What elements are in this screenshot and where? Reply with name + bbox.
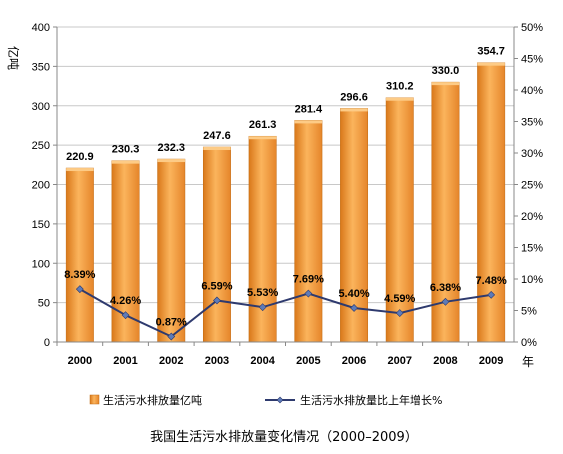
legend-line-label: 生活污水排放量比上年增长% <box>300 393 442 407</box>
x-tick-label: 2003 <box>205 355 229 367</box>
line-value-label: 5.40% <box>338 288 369 300</box>
y-left-tick-label: 150 <box>32 219 50 231</box>
x-axis-unit: 年 <box>522 355 534 369</box>
bar <box>202 146 231 343</box>
bar-value-label: 261.3 <box>249 119 277 131</box>
bar <box>248 135 277 343</box>
line-value-label: 6.59% <box>201 280 232 292</box>
line-value-label: 0.87% <box>156 317 187 329</box>
x-tick-label: 2000 <box>68 355 92 367</box>
x-tick-label: 2007 <box>388 355 412 367</box>
line-point <box>304 289 313 298</box>
bar-series: 220.9 230.3 232.3 247.6 261.3 281.4 296.6 310.2… <box>65 46 506 343</box>
y-left-axis-label: 亿吨 <box>6 46 21 70</box>
x-tick-label: 2009 <box>479 355 503 367</box>
growth-line <box>79 288 492 338</box>
y-left-tick-label: 0 <box>44 337 50 349</box>
line-series: 8.39% 4.26% 0.87% 6.59% 5.53% 7.69% 5.40% 4.59%… <box>64 269 507 341</box>
legend-item-line: 生活污水排放量比上年增长% <box>265 393 442 407</box>
y-left-tick-label: 100 <box>32 258 50 270</box>
bar-value-label: 296.6 <box>340 91 368 103</box>
bar-top-highlight <box>248 136 277 140</box>
bar <box>340 108 369 343</box>
legend: 生活污水排放量亿吨 生活污水排放量比上年增长% <box>89 393 442 407</box>
line-point <box>258 303 267 312</box>
bar-top-highlight <box>157 159 185 163</box>
bar-top-highlight <box>294 120 323 124</box>
line-value-label: 7.48% <box>476 275 507 287</box>
axes: 0 50 100 150 200 250 300 350 400 0% 5% 10% 15% 20% 25%… <box>32 22 544 367</box>
y-right-tick-label: 40% <box>521 85 543 97</box>
line-point <box>167 332 176 341</box>
line-point <box>487 290 496 299</box>
x-tick-label: 2004 <box>250 355 275 367</box>
bar <box>477 62 506 343</box>
bar-value-label: 247.6 <box>203 130 231 142</box>
y-right-tick-label: 35% <box>521 117 543 129</box>
y-left-tick-label: 200 <box>32 180 50 192</box>
bar-top-highlight <box>477 62 505 66</box>
y-right-tick-label: 0% <box>521 337 537 349</box>
line-point <box>75 285 84 294</box>
x-tick-label: 2008 <box>433 355 457 367</box>
line-value-label: 4.26% <box>110 295 141 307</box>
y-left-tick-label: 50 <box>38 298 50 310</box>
y-right-tick-label: 50% <box>521 22 543 34</box>
y-right-tick-label: 10% <box>521 274 543 286</box>
plot-area: 220.9 230.3 232.3 247.6 261.3 281.4 296.6 310.2… <box>57 26 514 343</box>
y-left-tick-label: 250 <box>32 140 50 152</box>
bar-value-label: 310.2 <box>386 81 414 93</box>
line-point <box>441 297 450 306</box>
y-right-tick-label: 25% <box>521 180 543 192</box>
line-value-label: 8.39% <box>64 269 95 281</box>
y-left-tick-label: 300 <box>32 101 50 113</box>
bar-value-label: 232.3 <box>157 142 185 154</box>
line-value-label: 7.69% <box>293 274 324 286</box>
line-value-label: 4.59% <box>384 293 415 305</box>
bar-value-label: 354.7 <box>477 46 505 58</box>
bar-top-highlight <box>386 97 414 101</box>
legend-line-marker <box>276 396 284 404</box>
y-right-tick-label: 45% <box>521 54 543 66</box>
x-tick-label: 2001 <box>113 355 137 367</box>
bar-top-highlight <box>66 168 94 172</box>
bar-value-label: 220.9 <box>66 151 94 163</box>
bar-value-label: 230.3 <box>112 144 140 156</box>
bar-top-highlight <box>203 147 231 151</box>
line-point <box>395 309 404 318</box>
y-right-tick-label: 15% <box>521 243 543 255</box>
line-point <box>350 304 358 312</box>
x-tick-label: 2005 <box>296 355 320 367</box>
line-point <box>213 296 221 305</box>
x-tick-label: 2006 <box>342 355 366 367</box>
legend-bar-label: 生活污水排放量亿吨 <box>103 393 202 407</box>
bar <box>65 167 94 343</box>
bar <box>157 158 186 343</box>
line-point <box>121 311 130 320</box>
bar-value-label: 330.0 <box>432 65 460 77</box>
bar <box>385 97 414 343</box>
bar-top-highlight <box>431 82 460 86</box>
bar-value-label: 281.4 <box>295 103 323 115</box>
legend-item-bar: 生活污水排放量亿吨 <box>89 393 202 407</box>
legend-bar-swatch <box>89 394 100 405</box>
y-left-tick-label: 400 <box>32 22 50 34</box>
chart-title: 我国生活污水排放量变化情况（2000–2009） <box>150 429 418 445</box>
bar-top-highlight <box>340 108 368 112</box>
bar <box>294 120 323 343</box>
y-left-tick-label: 350 <box>32 61 50 73</box>
y-right-tick-label: 30% <box>521 148 543 160</box>
y-right-tick-label: 20% <box>521 211 543 223</box>
line-value-label: 6.38% <box>430 282 461 294</box>
bar-top-highlight <box>111 160 140 164</box>
line-value-label: 5.53% <box>247 287 278 299</box>
y-right-tick-label: 5% <box>521 306 537 318</box>
x-tick-label: 2002 <box>159 355 183 367</box>
